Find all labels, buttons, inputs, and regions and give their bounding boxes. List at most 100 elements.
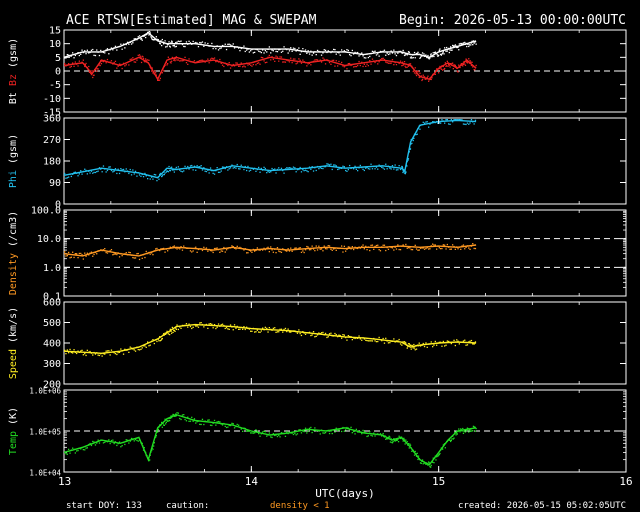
data-point [200,423,202,426]
data-point [203,45,205,47]
data-point [339,428,341,430]
data-point [381,246,383,248]
data-point [366,53,368,55]
data-point [411,450,413,452]
data-point [158,426,160,428]
data-point [415,453,417,455]
data-point [125,43,127,46]
data-point [458,49,460,51]
data-point [474,119,477,121]
data-point [167,420,169,422]
data-point [328,51,331,53]
data-point [323,166,325,168]
data-point [92,255,94,257]
data-point [473,343,475,345]
data-point [472,430,474,432]
data-point [117,46,119,48]
data-point [85,62,87,65]
data-point [130,347,133,349]
data-point [88,170,90,172]
data-point [169,46,171,48]
data-point [270,328,272,330]
data-point [452,435,454,437]
data-point [139,439,141,442]
data-point [383,58,386,61]
data-point [272,433,274,435]
data-point [419,57,421,59]
data-point [260,167,262,170]
data-point [459,431,461,433]
data-point [385,163,387,165]
data-point [314,336,316,338]
data-point [130,254,133,256]
data-point [235,425,237,428]
data-point [434,52,436,54]
data-point [136,39,138,41]
data-point [229,424,232,427]
data-point [212,58,214,60]
data-point [377,244,379,246]
data-point [225,63,228,65]
data-point [470,61,472,63]
data-point [413,454,416,456]
data-point [98,250,101,252]
data-point [227,328,229,330]
data-point [100,168,102,170]
data-point [415,455,418,457]
data-point [374,50,376,52]
data-point [399,343,402,345]
data-point [171,332,173,334]
data-point [386,340,388,342]
data-point [460,63,462,65]
data-point [263,52,265,54]
data-point [255,331,257,333]
data-point [379,339,382,341]
data-point [140,442,143,444]
data-point [92,76,94,79]
data-point [275,55,277,57]
data-point [346,339,348,341]
data-point [244,165,246,168]
data-point [288,331,291,333]
data-point [76,63,78,65]
data-point [236,423,238,426]
data-point [205,247,208,249]
data-point [165,46,167,48]
data-point [217,171,220,173]
data-point [446,340,448,342]
data-point [163,424,165,426]
data-point [440,67,442,69]
data-point [378,164,380,166]
data-point [242,248,244,250]
data-point [370,434,372,437]
data-point [413,70,415,72]
y-axis-label: Speed (km/s) [8,307,19,379]
data-point [430,78,432,81]
data-point [200,322,202,324]
data-point [188,247,190,249]
data-point [116,67,118,69]
data-point [362,337,364,339]
data-point [247,48,249,50]
data-point [203,423,205,426]
data-point [418,53,420,55]
data-point [405,171,407,173]
data-point [196,421,198,423]
data-point [89,51,91,54]
data-point [225,249,228,251]
data-point [185,168,188,170]
data-point [275,331,277,333]
data-point [255,249,257,251]
data-point [68,448,70,450]
data-point [450,439,452,441]
data-point [70,55,72,57]
data-point [132,348,134,350]
data-point [302,331,304,333]
data-point [165,61,167,63]
data-point [102,249,105,251]
data-point [421,79,423,82]
data-point [255,64,257,66]
data-point [138,54,141,56]
data-point [461,341,463,343]
data-point [280,56,283,58]
